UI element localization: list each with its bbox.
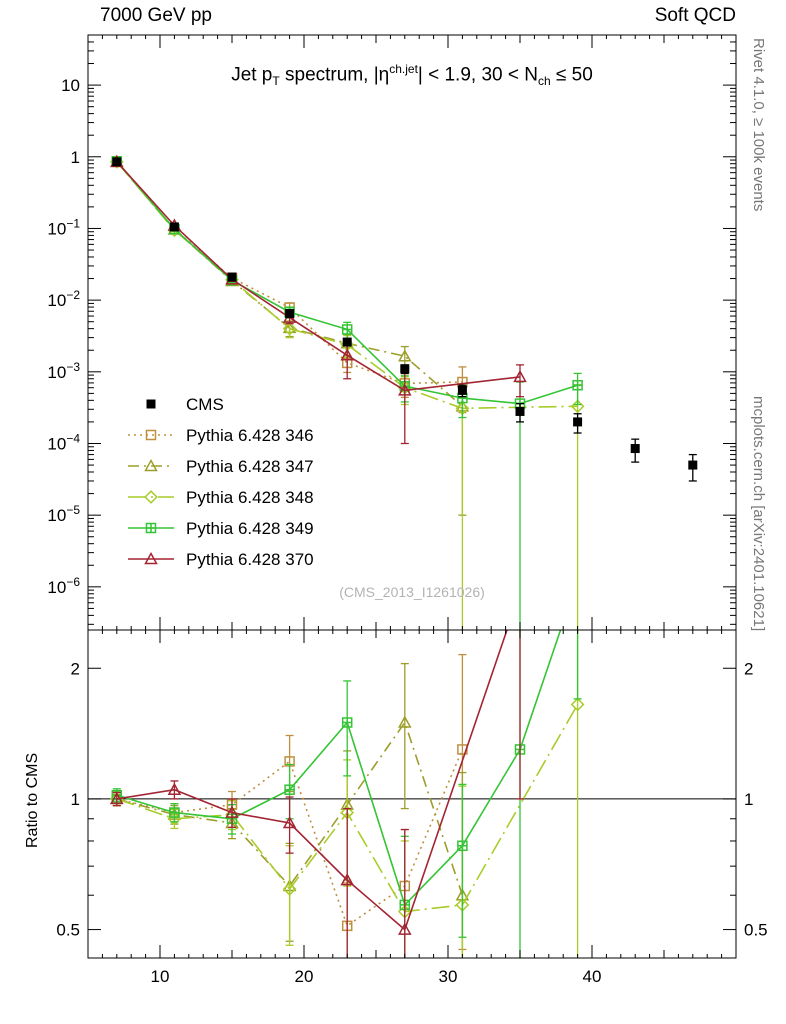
ratio-axis-label: Ratio to CMS	[24, 752, 41, 848]
svg-text:1: 1	[71, 790, 80, 809]
axis-labels: 10 20 30 40 10 1 10−1 10−2 10−3 10−4 10−5 10−6 0.5 0.…	[47, 76, 767, 986]
title-segment: | < 1.9, 30 < N	[417, 64, 538, 86]
legend-item-pythia-6-428-347: Pythia 6.428 347	[128, 457, 314, 476]
legend: CMS Pythia 6.428 346 Pythia 6.428 347 Pythi…	[128, 395, 314, 569]
beam-energy-label: 7000 GeV pp	[100, 5, 212, 26]
svg-text:10−4: 10−4	[47, 431, 80, 453]
title-segment: ≤ 50	[550, 64, 593, 86]
plot-title: Jet pT spectrum, |ηch.jet| < 1.9, 30 < N…	[88, 62, 736, 88]
rivet-version-label: Rivet 4.1.0, ≥ 100k events	[750, 38, 767, 212]
svg-text:0.5: 0.5	[56, 921, 80, 940]
title-segment: ch.jet	[389, 62, 418, 76]
legend-item-pythia-6-428-370: Pythia 6.428 370	[128, 550, 314, 569]
svg-text:1: 1	[71, 148, 80, 167]
svg-text:40: 40	[583, 967, 602, 986]
svg-text:10−3: 10−3	[47, 360, 80, 382]
svg-text:2: 2	[744, 659, 753, 678]
title-segment: spectrum, |η	[279, 64, 390, 86]
svg-text:30: 30	[439, 967, 458, 986]
legend-item-pythia-6-428-349: Pythia 6.428 349	[128, 519, 314, 538]
svg-text:10−1: 10−1	[47, 216, 80, 238]
svg-text:10−2: 10−2	[47, 288, 80, 310]
svg-text:10−6: 10−6	[47, 575, 80, 597]
series-main-cms	[112, 157, 698, 482]
svg-text:Pythia 6.428 347: Pythia 6.428 347	[186, 457, 314, 476]
legend-item-pythia-6-428-348: Pythia 6.428 348	[128, 488, 314, 507]
svg-text:1: 1	[744, 790, 753, 809]
legend-item-pythia-6-428-346: Pythia 6.428 346	[128, 426, 314, 445]
svg-text:10−5: 10−5	[47, 503, 80, 525]
svg-text:0.5: 0.5	[744, 921, 768, 940]
svg-text:Pythia 6.428 348: Pythia 6.428 348	[186, 488, 314, 507]
svg-text:20: 20	[295, 967, 314, 986]
analysis-id-watermark: (CMS_2013_I1261026)	[339, 584, 485, 600]
series-main-pythia-6-428-370	[110, 154, 527, 445]
title-segment: Jet p	[231, 64, 273, 86]
svg-text:Pythia 6.428 346: Pythia 6.428 346	[186, 426, 314, 445]
svg-text:10: 10	[151, 967, 170, 986]
svg-text:10: 10	[61, 76, 80, 95]
process-group-label: Soft QCD	[654, 5, 736, 26]
title-segment: T	[272, 74, 280, 89]
legend-item-cms: CMS	[146, 395, 224, 414]
svg-text:Pythia 6.428 370: Pythia 6.428 370	[186, 550, 314, 569]
svg-text:Pythia 6.428 349: Pythia 6.428 349	[186, 519, 314, 538]
series-ratio-pythia-6-428-370	[110, 630, 524, 958]
axes	[87, 34, 737, 959]
title-segment: ch	[537, 74, 551, 89]
series-main-pythia-6-428-349	[111, 155, 583, 630]
svg-text:CMS: CMS	[186, 395, 224, 414]
svg-text:2: 2	[71, 659, 80, 678]
mcplots-reference-label: mcplots.cern.ch [arXiv:2401.10621]	[750, 396, 767, 632]
series-main-pythia-6-428-346	[111, 156, 468, 414]
